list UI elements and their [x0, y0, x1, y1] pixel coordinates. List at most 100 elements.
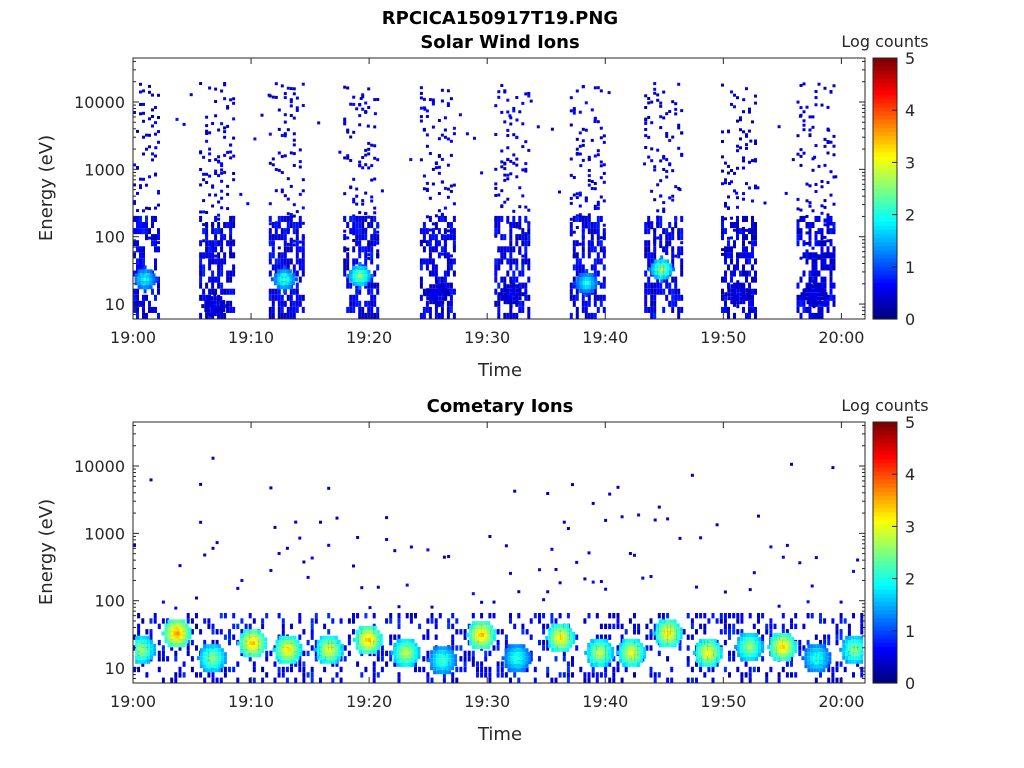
heatmap-cell — [661, 613, 665, 619]
heatmap-cell — [273, 661, 277, 667]
heatmap-cell — [325, 659, 329, 664]
heatmap-cell — [322, 639, 326, 644]
heatmap-cell — [136, 166, 139, 169]
heatmap-cell — [437, 137, 441, 141]
heatmap-cell — [860, 651, 864, 656]
heatmap-cell — [769, 666, 773, 673]
heatmap-cell — [596, 153, 600, 157]
heatmap-cell — [443, 282, 447, 289]
heatmap-cell — [373, 228, 377, 235]
heatmap-cell — [433, 662, 437, 667]
heatmap-cell — [742, 292, 746, 297]
heatmap-cell — [281, 639, 285, 644]
heatmap-cell — [438, 296, 442, 301]
heatmap-cell — [358, 306, 362, 313]
heatmap-cell — [451, 623, 455, 630]
heatmap-cell — [810, 584, 814, 588]
heatmap-cell — [569, 631, 573, 636]
heatmap-cell — [661, 627, 665, 632]
heatmap-cell — [174, 656, 178, 662]
heatmap-cell — [136, 288, 139, 295]
heatmap-cell — [584, 300, 588, 307]
colorbar-segment — [873, 572, 897, 578]
colorbar-segment — [873, 654, 897, 660]
heatmap-cell — [524, 205, 528, 209]
heatmap-cell — [472, 621, 476, 626]
heatmap-cell — [134, 281, 138, 286]
heatmap-cell — [220, 664, 224, 669]
heatmap-cell — [373, 270, 377, 277]
heatmap-cell — [211, 546, 215, 550]
heatmap-cell — [742, 228, 745, 235]
heatmap-cell — [503, 292, 507, 297]
heatmap-cell — [653, 282, 657, 289]
heatmap-cell — [554, 677, 558, 683]
heatmap-cell — [203, 677, 207, 683]
heatmap-cell — [232, 222, 236, 229]
heatmap-cell — [707, 666, 711, 673]
heatmap-cell — [724, 228, 727, 235]
heatmap-cell — [590, 654, 594, 659]
heatmap-cell — [397, 605, 401, 609]
heatmap-cell — [364, 163, 368, 167]
heatmap-cell — [819, 656, 823, 661]
heatmap-cell — [794, 649, 798, 653]
heatmap-cell — [422, 97, 426, 101]
heatmap-cell — [516, 668, 520, 673]
heatmap-cell — [135, 647, 139, 652]
heatmap-cell — [668, 162, 672, 166]
heatmap-cell — [599, 236, 603, 240]
heatmap-cell — [664, 639, 668, 644]
colorbar-segment — [873, 426, 897, 431]
heatmap-cell — [817, 270, 821, 277]
heatmap-cell — [295, 108, 299, 112]
heatmap-cell — [428, 234, 432, 241]
heatmap-cell — [399, 662, 403, 667]
heatmap-cell — [765, 623, 769, 630]
heatmap-cell — [599, 654, 603, 659]
heatmap-cell — [657, 267, 661, 272]
heatmap-cell — [161, 656, 165, 662]
heatmap-cell — [223, 83, 227, 87]
heatmap-cell — [604, 634, 608, 640]
heatmap-cell — [268, 288, 272, 295]
heatmap-cell — [349, 277, 353, 282]
heatmap-cell — [142, 152, 145, 156]
heatmap-cell — [358, 637, 362, 642]
heatmap-cell — [582, 285, 586, 289]
x-tick-label: 19:20 — [346, 692, 392, 711]
heatmap-cell — [748, 588, 752, 592]
heatmap-cell — [624, 629, 628, 635]
heatmap-cell — [823, 86, 827, 90]
heatmap-cell — [503, 178, 507, 182]
heatmap-cell — [821, 288, 825, 293]
heatmap-cell — [376, 222, 380, 229]
heatmap-cell — [587, 300, 591, 307]
heatmap-cell — [659, 245, 663, 249]
heatmap-cell — [551, 647, 555, 652]
heatmap-cell — [182, 122, 186, 126]
heatmap-cell — [625, 658, 629, 663]
heatmap-cell — [306, 575, 310, 579]
heatmap-cell — [751, 264, 754, 271]
heatmap-cell — [148, 145, 151, 149]
heatmap-cell — [566, 613, 570, 619]
heatmap-cell — [820, 234, 824, 241]
heatmap-cell — [293, 639, 297, 644]
heatmap-cell — [358, 629, 362, 634]
heatmap-cell — [376, 241, 380, 245]
heatmap-cell — [655, 623, 659, 628]
heatmap-cell — [584, 222, 588, 229]
heatmap-cell — [588, 289, 592, 293]
heatmap-cell — [810, 652, 814, 657]
heatmap-cell — [364, 246, 368, 253]
heatmap-cell — [176, 643, 180, 648]
heatmap-cell — [376, 230, 380, 234]
heatmap-cell — [361, 277, 365, 282]
heatmap-cell — [441, 292, 445, 297]
heatmap-cell — [240, 645, 244, 650]
heatmap-cell — [487, 633, 491, 638]
heatmap-cell — [428, 98, 432, 102]
heatmap-cell — [666, 677, 670, 683]
heatmap-cell — [848, 655, 852, 660]
